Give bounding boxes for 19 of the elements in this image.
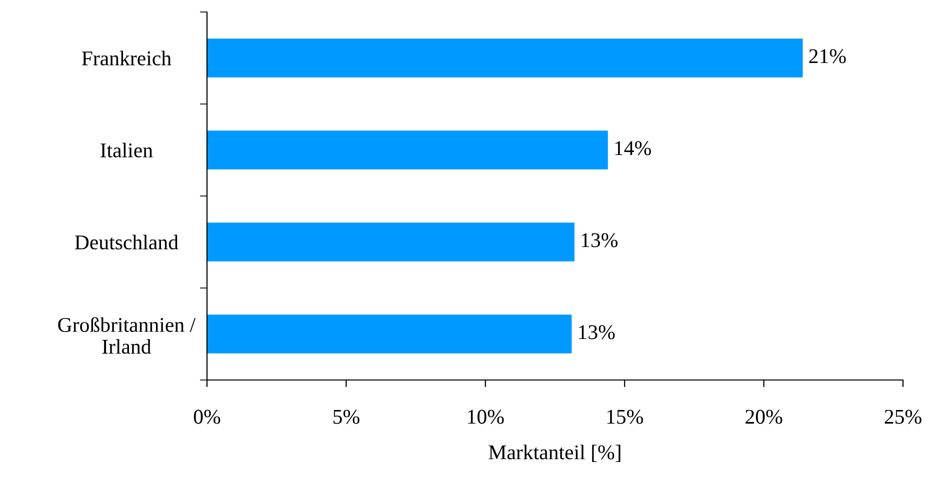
data-label: 13% bbox=[579, 325, 615, 340]
y-tick-label: Italien bbox=[100, 142, 153, 158]
x-tick-label: 15% bbox=[607, 410, 643, 424]
data-label: 14% bbox=[615, 141, 651, 156]
bar bbox=[207, 222, 574, 262]
x-tick-label: 25% bbox=[884, 410, 922, 424]
x-tick-label: 0% bbox=[194, 410, 220, 424]
bar bbox=[207, 130, 608, 170]
y-tick-label: Deutschland bbox=[74, 234, 178, 250]
bar bbox=[207, 314, 572, 354]
y-tick-label: Großbritannien / Irland bbox=[58, 317, 196, 354]
bar bbox=[207, 38, 803, 78]
x-tick-label: 20% bbox=[746, 410, 782, 424]
x-axis-title: Marktanteil [%] bbox=[488, 444, 620, 462]
x-tick-label: 10% bbox=[468, 410, 504, 424]
x-tick-label: 5% bbox=[334, 410, 360, 424]
data-label: 13% bbox=[582, 233, 618, 248]
y-tick-label: Frankreich bbox=[82, 50, 172, 66]
data-label: 21% bbox=[809, 49, 846, 64]
